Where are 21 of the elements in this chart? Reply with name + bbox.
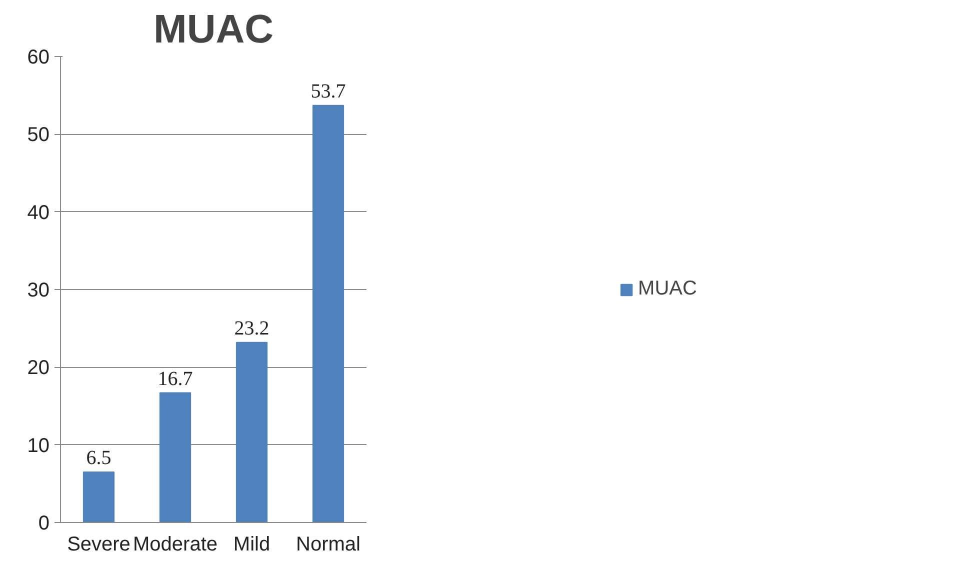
x-tick-label: Severe: [67, 534, 130, 556]
legend-label: MUAC: [638, 278, 697, 300]
y-tick-label: 40: [27, 202, 50, 224]
bar: [312, 104, 344, 522]
y-tick-label: 0: [38, 512, 50, 534]
chart-title: MUAC: [154, 8, 274, 52]
bar: [236, 342, 268, 522]
y-tick-label: 10: [27, 434, 50, 457]
x-tick-label: Normal: [296, 534, 360, 556]
y-tick-label: 50: [27, 124, 50, 146]
x-tick-label: Moderate: [133, 534, 218, 556]
data-label: 16.7: [158, 368, 193, 390]
data-label: 53.7: [310, 80, 346, 102]
x-tick-label: Mild: [233, 534, 270, 556]
y-tick-label: 20: [27, 357, 50, 380]
y-tick-label: 60: [27, 46, 50, 68]
data-label: 6.5: [86, 447, 112, 470]
y-tick-label: 30: [27, 280, 50, 302]
bar: [82, 472, 115, 522]
data-label: 23.2: [234, 317, 270, 340]
bar: [159, 392, 192, 522]
